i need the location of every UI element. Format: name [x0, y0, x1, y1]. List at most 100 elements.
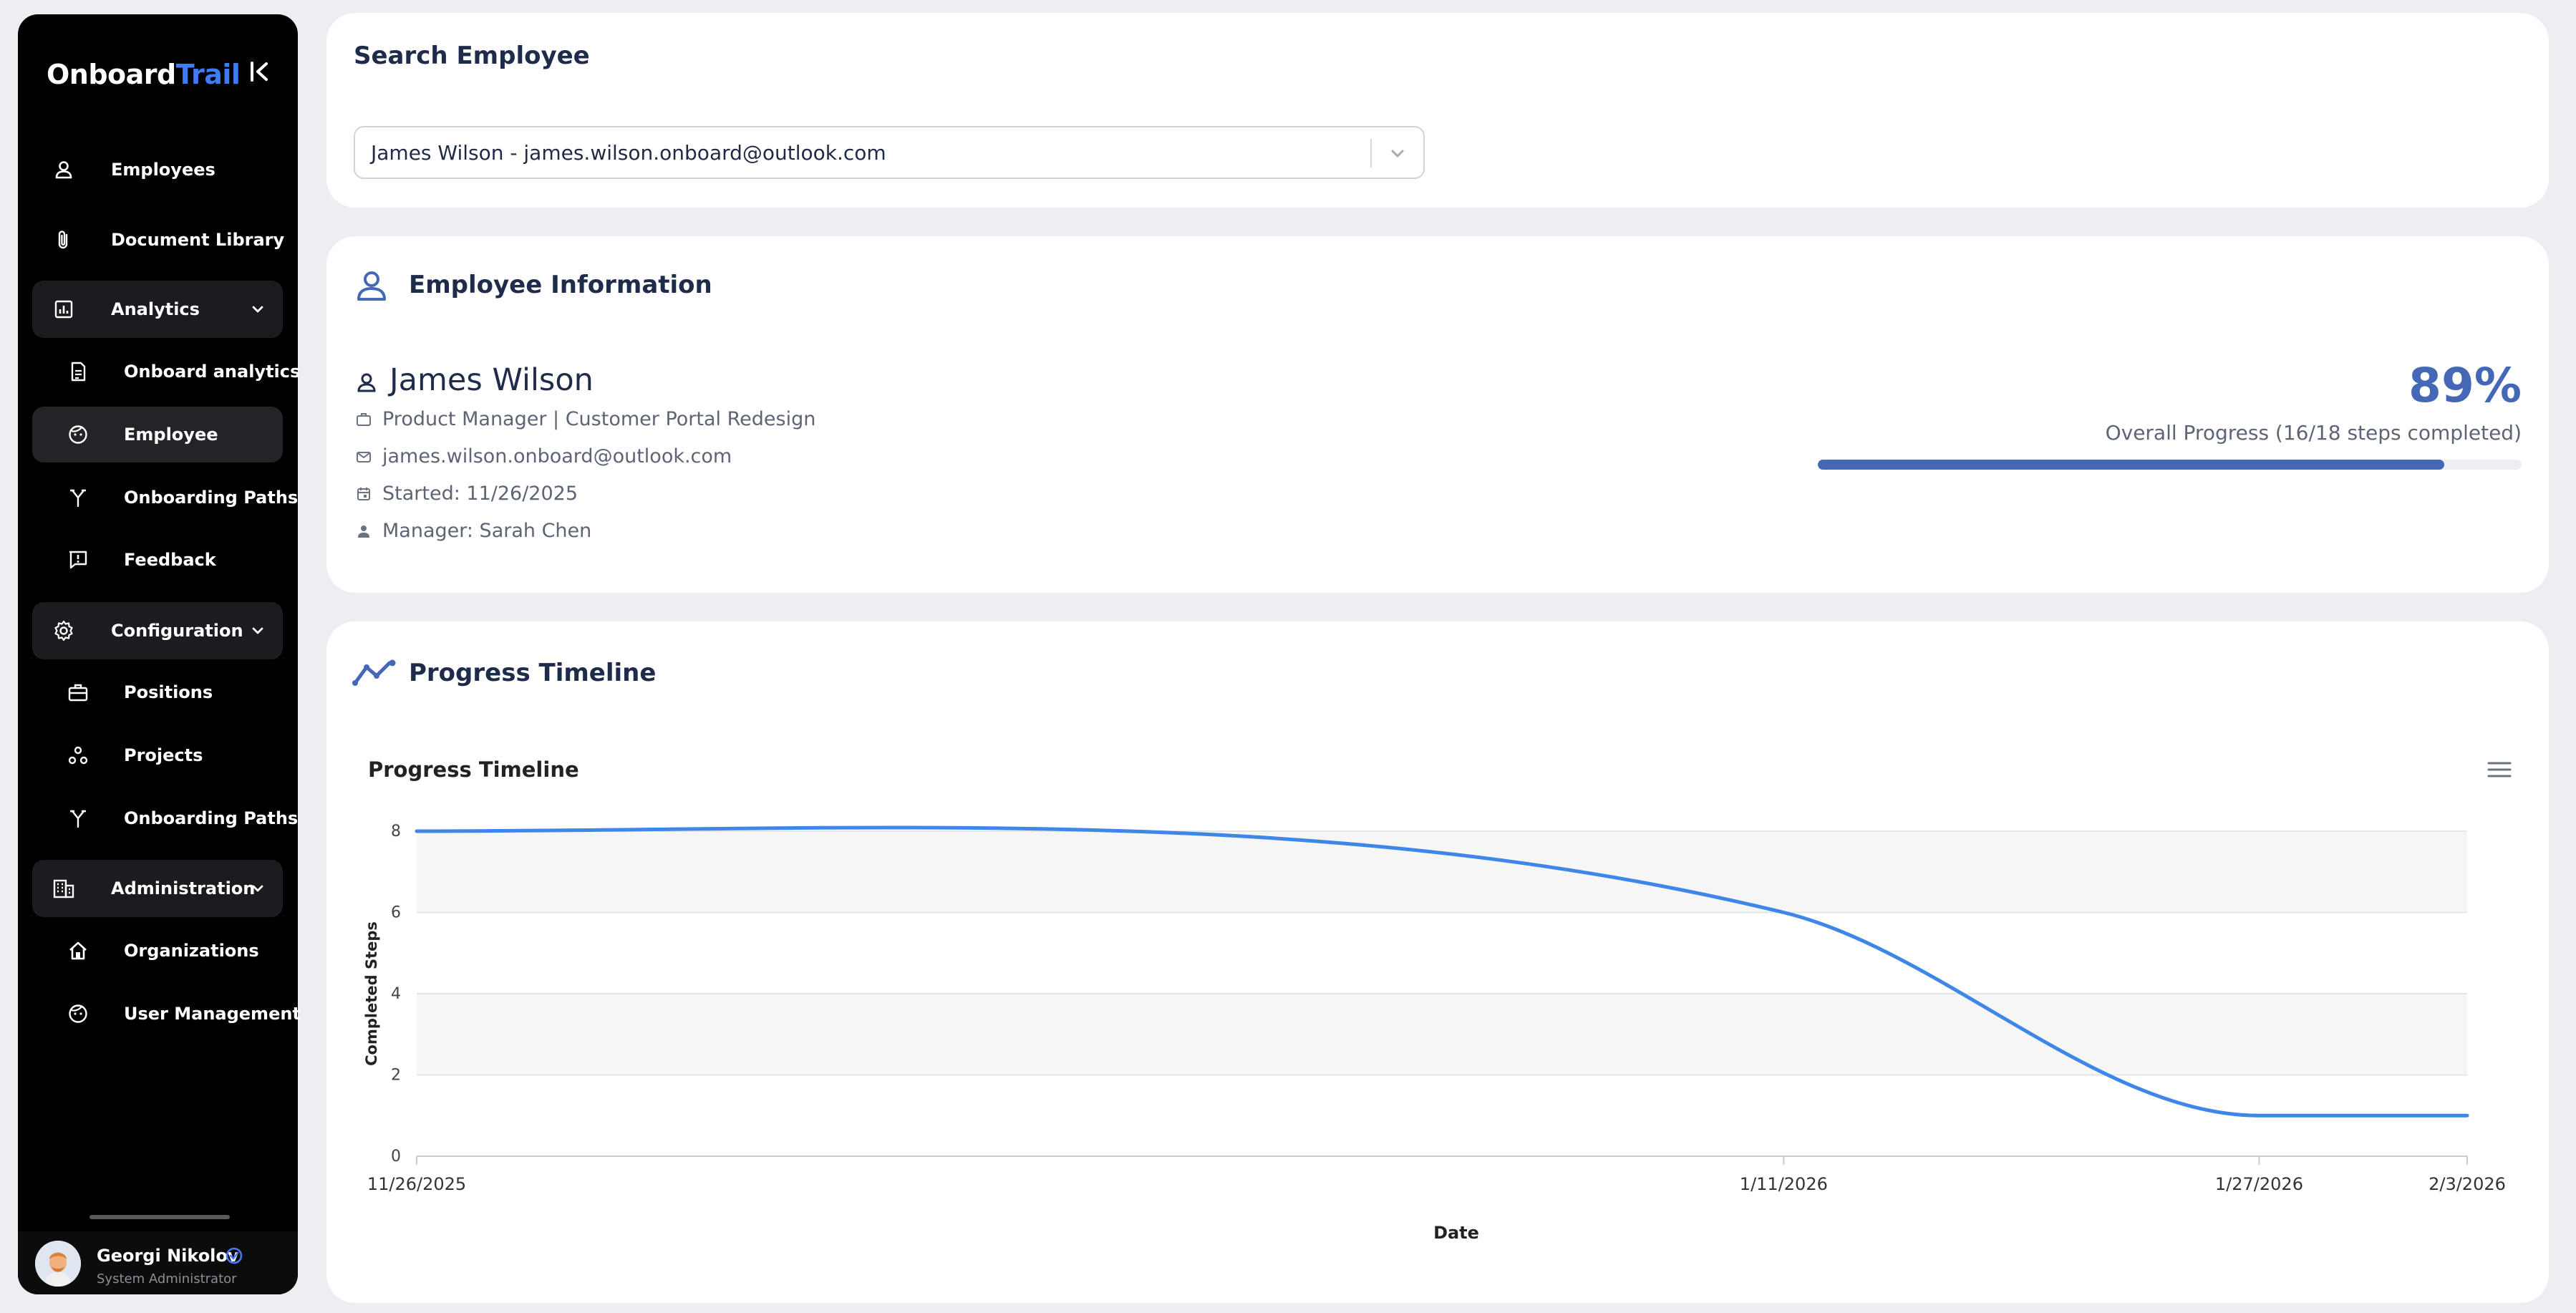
- sidebar-item-label: User Management: [124, 1004, 301, 1024]
- employee-select-value: James Wilson - james.wilson.onboard@outl…: [371, 141, 886, 165]
- progress-bar-fill: [1818, 460, 2444, 470]
- sidebar-item-projects[interactable]: Projects: [32, 727, 283, 783]
- progress-timeline-card: Progress Timeline Progress Timeline 0 2 4 6…: [326, 621, 2549, 1303]
- sidebar-item-label: Onboard analytics: [124, 362, 301, 382]
- briefcase-icon: [66, 680, 90, 704]
- employee-manager: Manager: Sarah Chen: [382, 520, 592, 542]
- mail-icon: [355, 448, 372, 465]
- sidebar-item-label: Organizations: [124, 941, 259, 961]
- gear-icon: [52, 619, 76, 643]
- chevron-down-icon[interactable]: [248, 879, 267, 898]
- sidebar-item-label: Configuration: [111, 621, 243, 641]
- sidebar-item-label: Onboarding Paths: [124, 488, 299, 508]
- sidebar-item-onboarding-paths[interactable]: Onboarding Paths: [32, 470, 298, 525]
- sidebar-group-configuration[interactable]: Configuration: [32, 602, 283, 659]
- sidebar-item-onboard-analytics[interactable]: Onboard analytics: [32, 344, 300, 399]
- feedback-icon: [66, 548, 90, 572]
- sidebar: Onboard Trail Employees Document Library An…: [18, 14, 301, 1294]
- logo-text: Onboard: [47, 59, 176, 90]
- progress-label: Overall Progress (16/18 steps completed): [2105, 421, 2522, 445]
- sidebar-item-document-library[interactable]: Document Library: [32, 211, 285, 268]
- face-icon: [66, 1002, 90, 1026]
- select-separator: [1370, 139, 1372, 168]
- sidebar-item-label: Employees: [111, 160, 216, 180]
- search-card-title: Search Employee: [354, 42, 590, 70]
- calendar-icon: [355, 485, 372, 503]
- employee-select[interactable]: James Wilson - james.wilson.onboard@outl…: [354, 126, 1425, 179]
- sidebar-item-organizations[interactable]: Organizations: [32, 923, 283, 979]
- sidebar-item-label: Document Library: [111, 230, 285, 250]
- sidebar-item-user-management[interactable]: User Management: [32, 986, 301, 1042]
- sidebar-item-label: Employee: [124, 425, 218, 445]
- fork-icon: [66, 806, 90, 830]
- user-name: Georgi Nikolov: [97, 1246, 239, 1266]
- employee-started: Started: 11/26/2025: [382, 483, 578, 505]
- app-logo[interactable]: Onboard Trail: [47, 40, 241, 109]
- sidebar-item-onboarding-paths[interactable]: Onboarding Paths: [32, 790, 298, 846]
- chart-menu-icon[interactable]: [2486, 757, 2513, 782]
- series-line: [415, 825, 2469, 1118]
- user-profile[interactable]: Georgi Nikolov System Administrator: [18, 1231, 298, 1294]
- y-tick-label: 4: [391, 985, 401, 1003]
- collapse-sidebar-icon[interactable]: [246, 57, 274, 86]
- sidebar-group-administration[interactable]: Administration: [32, 860, 283, 917]
- sidebar-item-feedback[interactable]: Feedback: [32, 532, 283, 588]
- y-tick-label: 6: [391, 904, 401, 922]
- y-tick-label: 0: [391, 1148, 401, 1166]
- x-tick-label: 11/26/2025: [367, 1174, 466, 1194]
- sidebar-group-analytics[interactable]: Analytics: [32, 281, 283, 338]
- sidebar-item-label: Analytics: [111, 299, 200, 319]
- employee-position-row: Product Manager | Customer Portal Redesi…: [355, 408, 815, 430]
- fork-icon: [66, 485, 90, 510]
- progress-percentage: 89%: [2408, 358, 2522, 413]
- employee-info-icon: [354, 268, 389, 304]
- report-icon: [66, 359, 90, 384]
- sidebar-scroll-handle[interactable]: [89, 1215, 230, 1219]
- sidebar-item-label: Positions: [124, 682, 213, 702]
- chart-title: Progress Timeline: [368, 757, 579, 782]
- progress-chart: 0 2 4 6 8 11/26/2025 1/11/2026 1/27/2026 2/3/202…: [363, 823, 2506, 1243]
- progress-bar: [1818, 460, 2522, 470]
- person-icon: [52, 158, 76, 182]
- y-axis-label: Completed Steps: [363, 921, 380, 1066]
- sidebar-item-employees[interactable]: Employees: [32, 141, 283, 198]
- sidebar-item-label: Feedback: [124, 550, 216, 570]
- x-tick-label: 1/27/2026: [2215, 1174, 2303, 1194]
- sidebar-item-label: Projects: [124, 745, 203, 765]
- briefcase-icon: [355, 411, 372, 428]
- building-icon: [52, 876, 76, 901]
- avatar: [35, 1241, 81, 1287]
- paperclip-icon: [52, 228, 76, 252]
- chart-icon: [52, 297, 76, 321]
- employee-name: James Wilson: [389, 362, 594, 398]
- chevron-down-icon[interactable]: [248, 300, 267, 319]
- y-tick-label: 8: [391, 823, 401, 840]
- employee-email-row: james.wilson.onboard@outlook.com: [355, 445, 732, 467]
- sidebar-item-positions[interactable]: Positions: [32, 664, 283, 720]
- grid-band: [417, 994, 2467, 1075]
- sidebar-item-label: Onboarding Paths: [124, 808, 299, 828]
- employee-info-title: Employee Information: [409, 271, 712, 299]
- employee-manager-row: Manager: Sarah Chen: [355, 520, 591, 542]
- grid-band: [417, 831, 2467, 913]
- y-tick-label: 2: [391, 1067, 401, 1085]
- sidebar-item-label: Administration: [111, 878, 256, 898]
- employee-information-card: Employee Information James Wilson Produc…: [326, 236, 2549, 593]
- search-employee-card: Search Employee James Wilson - james.wil…: [326, 13, 2549, 208]
- face-icon: [66, 422, 90, 447]
- x-axis-label: Date: [1433, 1223, 1479, 1243]
- verified-badge-icon: [226, 1247, 243, 1264]
- person-icon: [355, 371, 378, 394]
- home-icon: [66, 939, 90, 963]
- chevron-down-icon[interactable]: [248, 621, 267, 640]
- chevron-down-icon[interactable]: [1383, 139, 1412, 168]
- logo-text-accent: Trail: [175, 59, 241, 90]
- x-tick-label: 2/3/2026: [2429, 1174, 2506, 1194]
- employee-started-row: Started: 11/26/2025: [355, 483, 578, 505]
- sidebar-item-employee[interactable]: Employee: [32, 407, 283, 462]
- x-tick-label: 1/11/2026: [1740, 1174, 1828, 1194]
- nodes-icon: [66, 743, 90, 767]
- trend-line-icon: [352, 659, 398, 687]
- timeline-section-title: Progress Timeline: [409, 659, 657, 687]
- manager-icon: [355, 523, 372, 540]
